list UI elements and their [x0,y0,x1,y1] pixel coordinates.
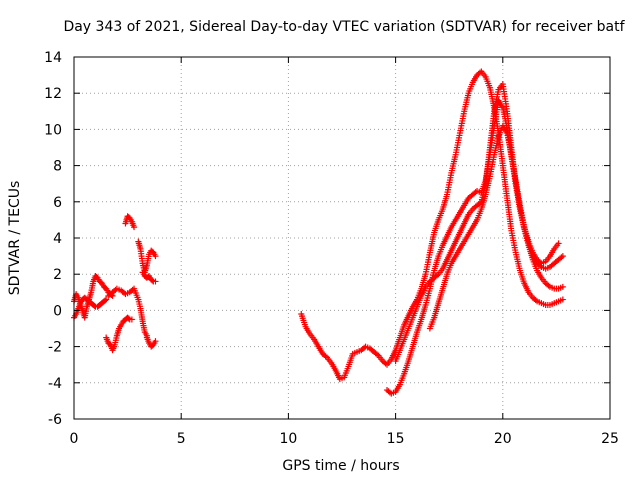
y-tick-label: 0 [53,303,62,319]
data-point-interp [125,315,132,322]
data-point [559,296,566,303]
series-main-b [384,97,566,397]
data-point [555,240,562,247]
data-point [103,296,110,303]
y-tick-label: 6 [53,195,62,211]
x-tick-label: 25 [601,431,619,447]
series-early-h [143,334,159,350]
series-early-e [122,213,138,231]
grid-lines [74,57,610,419]
y-tick-label: -4 [48,376,62,392]
x-tick-label: 20 [494,431,512,447]
data-point [152,338,159,345]
data-point-interp [102,297,109,304]
series-early-a [71,273,116,321]
y-tick-label: 8 [53,159,62,175]
chart-title: Day 343 of 2021, Sidereal Day-to-day VTE… [63,19,625,35]
series-early-g [139,269,159,285]
y-tick-label: -6 [48,412,62,428]
y-tick-labels: -6 -4 -2 0 2 4 6 8 10 12 14 [44,50,62,428]
y-tick-label: 4 [53,231,62,247]
x-tick-label: 15 [387,431,405,447]
y-tick-label: 12 [44,86,62,102]
data-point [131,224,138,231]
x-tick-labels: 0 5 10 15 20 25 [70,431,619,447]
data-point-interp [149,277,156,284]
y-axis-label: SDTVAR / TECUs [7,181,23,296]
x-tick-label: 5 [177,431,186,447]
axis-ticks [73,56,611,420]
series-main-a [298,68,566,383]
series-early-d [105,285,150,339]
data-point [559,253,566,260]
y-tick-label: 10 [44,122,62,138]
data-point [559,283,566,290]
x-tick-label: 10 [279,431,297,447]
y-tick-label: 2 [53,267,62,283]
y-tick-label: 14 [44,50,62,66]
series-early-f [135,238,159,276]
data-points [71,68,566,397]
data-point [128,316,135,323]
series-early-b [71,294,110,321]
data-point [152,253,159,260]
x-axis-label: GPS time / hours [282,458,399,474]
y-tick-label: -2 [48,340,62,356]
series-main-d [426,122,566,332]
series-early-c [103,314,135,354]
data-point [152,278,159,285]
x-tick-label: 0 [70,431,79,447]
